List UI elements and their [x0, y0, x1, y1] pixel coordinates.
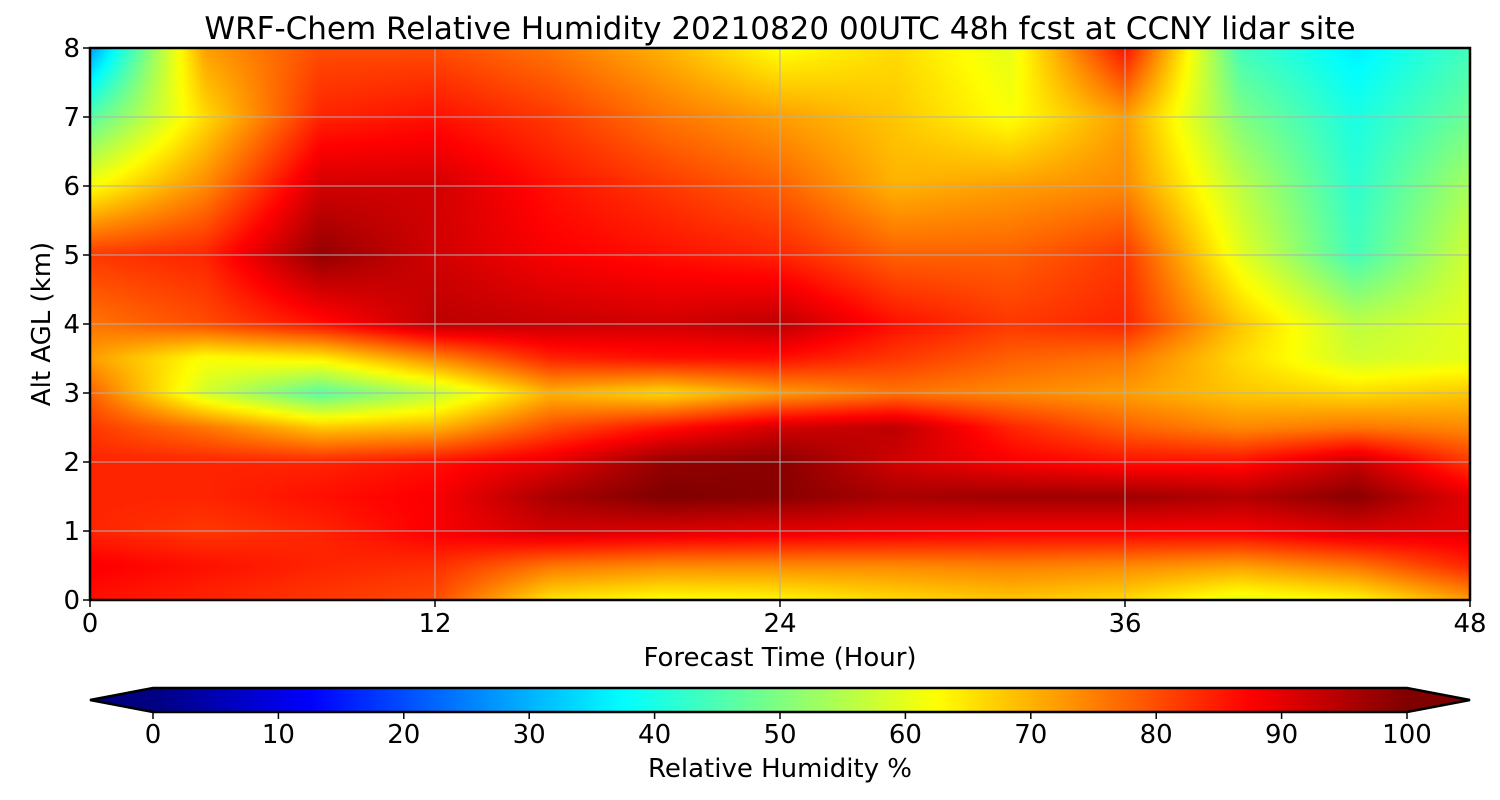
y-tick-label: 3 — [63, 379, 80, 409]
colorbar: 0 10 20 30 40 50 60 70 80 90 100 Relative Humidity… — [89, 686, 1471, 784]
colorbar-extend-low — [90, 688, 153, 712]
colorbar-tick-label: 60 — [889, 720, 922, 750]
colorbar-tick-label: 40 — [638, 720, 671, 750]
colorbar-ticks: 0 10 20 30 40 50 60 70 80 90 100 — [145, 712, 1432, 750]
colorbar-tick-label: 10 — [262, 720, 295, 750]
y-tick-label: 6 — [63, 172, 80, 202]
x-tick-label: 24 — [763, 609, 796, 639]
colorbar-label: Relative Humidity % — [648, 754, 912, 784]
y-tick-label: 7 — [63, 103, 80, 133]
colorbar-tick-label: 90 — [1265, 720, 1298, 750]
y-tick-label: 1 — [63, 517, 80, 547]
y-tick-label: 4 — [63, 310, 80, 340]
y-tick-label: 5 — [63, 241, 80, 271]
y-tick-label: 8 — [63, 34, 80, 64]
x-tick-label: 0 — [82, 609, 99, 639]
plot-area — [88, 46, 1472, 602]
x-axis-label: Forecast Time (Hour) — [643, 643, 916, 673]
y-tick-label: 0 — [63, 586, 80, 616]
colorbar-extend-high — [1407, 688, 1470, 712]
x-tick-label: 48 — [1453, 609, 1486, 639]
x-tick-label: 12 — [418, 609, 451, 639]
colorbar-tick-label: 30 — [513, 720, 546, 750]
colorbar-tick-label: 80 — [1140, 720, 1173, 750]
x-axis: 0 12 24 36 48 — [82, 600, 1487, 639]
y-axis: 0 1 2 3 4 5 6 7 8 — [63, 34, 90, 616]
colorbar-tick-label: 100 — [1382, 720, 1432, 750]
colorbar-tick-label: 50 — [763, 720, 796, 750]
colorbar-tick-label: 70 — [1014, 720, 1047, 750]
colorbar-gradient — [153, 688, 1407, 712]
x-tick-label: 36 — [1108, 609, 1141, 639]
y-axis-label: Alt AGL (km) — [27, 242, 57, 406]
chart-title: WRF-Chem Relative Humidity 20210820 00UT… — [204, 11, 1355, 47]
colorbar-tick-label: 20 — [387, 720, 420, 750]
colorbar-tick-label: 0 — [145, 720, 162, 750]
y-tick-label: 2 — [63, 448, 80, 478]
